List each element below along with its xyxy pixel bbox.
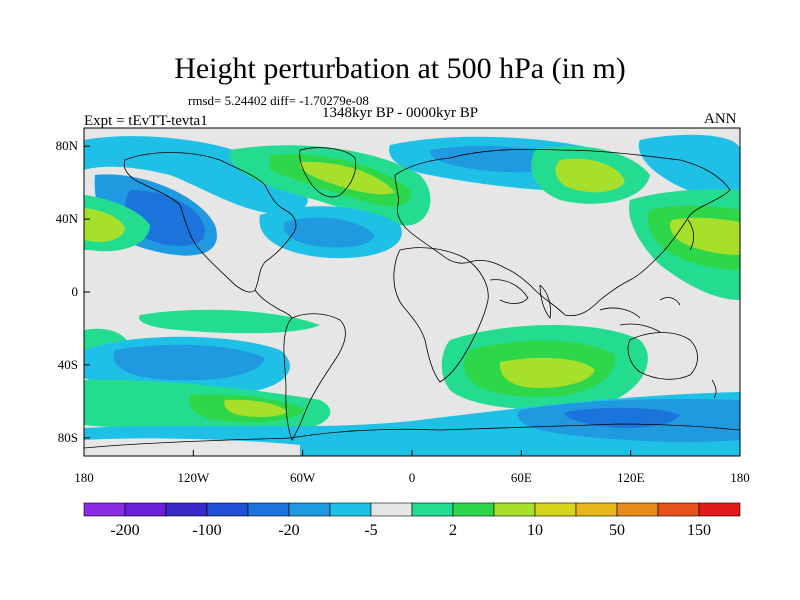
time-period: 1348kyr BP - 0000kyr BP	[322, 105, 479, 121]
colorbar-swatch	[534, 502, 577, 517]
colorbar-swatch	[165, 502, 208, 517]
coastlines	[84, 147, 740, 449]
antarctica-coast	[84, 423, 740, 449]
lon-tick-label: 180	[730, 470, 750, 485]
lon-tick-label: 60W	[290, 470, 316, 485]
tropical-pacific-green	[139, 309, 320, 334]
south-pacific-blue-core	[113, 344, 265, 381]
plot-title: Height perturbation at 500 hPa (in m)	[174, 52, 626, 85]
latitude-axis: 80N 40N 0 40S 80S	[56, 138, 90, 445]
colorbar-swatch	[370, 502, 413, 517]
colorbar-label: 50	[609, 522, 625, 539]
siberia-yellow-core	[555, 158, 625, 193]
colorbar-swatch	[206, 502, 249, 517]
colorbar-swatch	[247, 502, 290, 517]
lat-tick-label: 80S	[58, 430, 78, 445]
field-layer	[84, 128, 740, 456]
central-america-coast	[254, 289, 293, 319]
greenland-yellow-core	[299, 161, 395, 195]
colorbar-swatch	[575, 502, 618, 517]
lon-tick-label: 0	[409, 470, 416, 485]
maritime-continent-coast	[599, 297, 681, 333]
arabia-india-coast	[489, 279, 551, 319]
colorbar-swatch	[329, 502, 372, 517]
stats-line: rmsd= 5.24402 diff= -1.70279e-08	[188, 93, 369, 108]
greenland-coast	[299, 147, 357, 198]
colorbar-swatch	[124, 502, 167, 517]
africa-coast	[393, 247, 489, 383]
lon-tick-label: 60E	[511, 470, 532, 485]
colorbar-label: -100	[192, 522, 221, 539]
australia-coast	[627, 332, 698, 380]
lon-tick-label: 120E	[617, 470, 645, 485]
colorbar-label: -20	[278, 522, 299, 539]
colorbar-swatch	[493, 502, 536, 517]
colorbar-swatch	[452, 502, 495, 517]
north-america-coast	[123, 152, 297, 293]
colorbar-swatch	[657, 502, 700, 517]
south-indian-yellow-core	[499, 357, 595, 388]
colorbar-swatch	[616, 502, 659, 517]
south-america-coast	[283, 313, 346, 441]
colorbar-swatch	[411, 502, 454, 517]
arctic-russia-blue-region	[638, 134, 740, 200]
south-pacific-yellow-core	[224, 399, 288, 417]
lon-tick-label: 120W	[177, 470, 210, 485]
colorbar: -200 -100 -20 -5 2 10 50 150	[83, 502, 741, 539]
lat-tick-label: 40N	[56, 211, 79, 226]
colorbar-swatch	[83, 502, 126, 517]
new-zealand-coast	[711, 379, 717, 399]
dateline-yellow-core	[84, 208, 125, 242]
japan-coast	[687, 219, 694, 251]
eurasia-coast	[394, 148, 731, 317]
colorbar-swatch	[288, 502, 331, 517]
colorbar-label: -5	[364, 522, 377, 539]
north-america-blue-core	[283, 217, 375, 248]
experiment-label: Expt = tEvTT-tevta1	[84, 113, 208, 129]
lat-tick-label: 80N	[56, 138, 79, 153]
lat-tick-label: 40S	[58, 357, 78, 372]
colorbar-label: 2	[449, 522, 457, 539]
colorbar-label: 150	[687, 522, 711, 539]
lon-tick-label: 180	[74, 470, 94, 485]
longitude-axis: 180 120W 60W 0 60E 120E 180	[74, 450, 750, 485]
lat-tick-label: 0	[72, 284, 79, 299]
colorbar-label: 10	[527, 522, 543, 539]
southern-ocean-dark-core	[564, 407, 680, 428]
colorbar-label: -200	[110, 522, 139, 539]
antarctic-neutral-strip	[84, 438, 300, 456]
east-asia-yellow-core	[670, 217, 740, 255]
season-label: ANN	[704, 111, 737, 127]
colorbar-swatch	[698, 502, 741, 517]
